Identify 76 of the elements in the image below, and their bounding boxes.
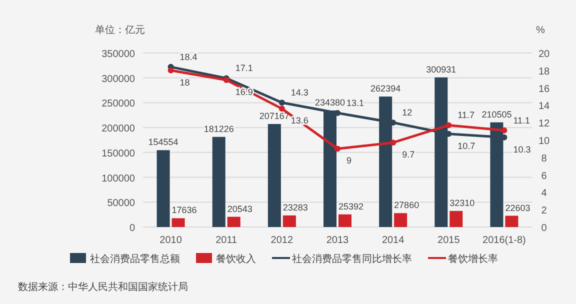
data-label: 17.1 — [235, 63, 253, 74]
y-tick-label: 350000 — [102, 49, 136, 60]
y2-tick-label: 14 — [538, 101, 550, 112]
x-tick-label: 2011 — [216, 235, 238, 246]
bar — [394, 213, 408, 227]
point — [168, 67, 174, 74]
bar — [212, 136, 226, 227]
data-label: 20543 — [227, 204, 252, 214]
y2-tick-label: 10 — [538, 136, 550, 147]
data-label: 23283 — [282, 202, 308, 212]
y-axis-title: 单位：亿元 — [95, 24, 145, 36]
data-label: 14.3 — [290, 88, 308, 98]
bar — [227, 216, 240, 227]
data-label: 9.7 — [402, 150, 415, 160]
point — [278, 106, 285, 112]
data-label: 32310 — [450, 198, 475, 208]
data-label: 210505 — [482, 109, 512, 120]
y2-tick-label: 16 — [538, 84, 550, 95]
data-label: 10.7 — [458, 140, 476, 151]
data-label: 181226 — [204, 124, 234, 134]
x-tick-label: 2012 — [270, 235, 294, 246]
y-tick-label: 100000 — [102, 173, 136, 184]
bar — [282, 215, 296, 227]
y2-tick-label: 0 — [541, 223, 548, 234]
data-label: 10.3 — [513, 144, 531, 154]
bar — [172, 218, 185, 227]
data-label: 13.1 — [346, 98, 364, 108]
y-tick-label: 250000 — [102, 98, 136, 110]
data-label: 207167 — [259, 111, 290, 122]
y2-tick-label: 8 — [541, 153, 548, 164]
y2-tick-label: 6 — [541, 170, 548, 182]
bar — [450, 210, 463, 227]
data-label: 17636 — [172, 205, 197, 216]
point — [390, 140, 396, 146]
y-tick-label: 0 — [129, 223, 136, 234]
y2-tick-label: 2 — [541, 206, 548, 217]
point — [501, 127, 508, 134]
y2-tick-label: 12 — [538, 118, 550, 130]
y-tick-label: 200000 — [102, 124, 136, 135]
y2-tick-label: 20 — [538, 49, 550, 60]
data-label: 300931 — [426, 64, 456, 74]
y2-tick-label: 18 — [538, 66, 550, 78]
bar — [268, 124, 281, 227]
point — [334, 146, 340, 152]
point — [278, 100, 285, 106]
data-label: 262394 — [370, 84, 401, 94]
data-label: 18.4 — [180, 52, 198, 62]
y2-axis-title: % — [536, 25, 545, 36]
data-label: 11.1 — [513, 115, 530, 126]
y-tick-label: 50000 — [107, 198, 136, 210]
x-tick-label: 2014 — [382, 235, 405, 246]
data-label: 25392 — [338, 201, 364, 212]
data-label: 154554 — [148, 137, 178, 148]
bar — [505, 216, 518, 227]
data-label: 234380 — [314, 97, 346, 108]
x-tick-label: 2010 — [160, 235, 182, 246]
point — [446, 122, 452, 128]
x-tick-label: 2013 — [326, 235, 350, 246]
data-label: 11.7 — [458, 110, 474, 120]
bar — [156, 150, 170, 227]
data-label: 12 — [402, 108, 412, 118]
legend-label: 社会消费品零售总额 — [90, 253, 180, 265]
data-label: 22603 — [505, 202, 530, 213]
data-label: 27860 — [394, 200, 420, 210]
y-tick-label: 150000 — [102, 148, 136, 160]
x-tick-label: 2016(1-8) — [482, 235, 526, 246]
data-label: 18 — [180, 77, 190, 88]
y-tick-label: 300000 — [102, 74, 136, 85]
bar — [338, 214, 352, 227]
legend-label: 社会消费品零售同比增长率 — [292, 253, 412, 265]
data-label: 9 — [346, 156, 352, 166]
source-note: 数据来源：中华人民共和国国家统计局 — [18, 281, 188, 293]
y2-tick-label: 4 — [541, 188, 548, 200]
legend-label: 餐饮收入 — [216, 253, 256, 265]
legend-label: 餐饮增长率 — [448, 253, 498, 265]
x-tick-label: 2015 — [438, 235, 460, 246]
